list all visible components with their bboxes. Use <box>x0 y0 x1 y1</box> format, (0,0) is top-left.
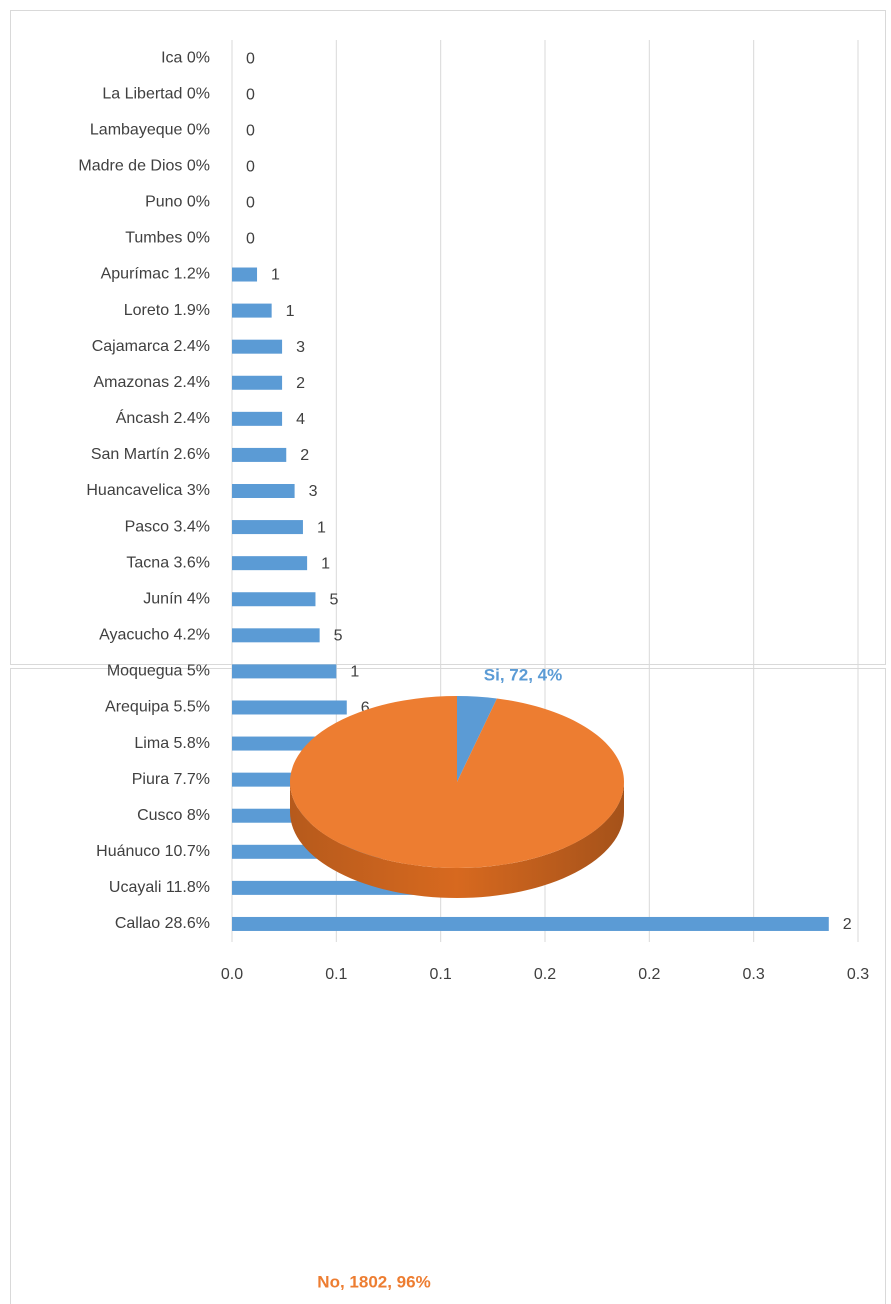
x-tick-label: 0.3 <box>847 966 869 983</box>
category-label: Tumbes 0% <box>125 230 210 247</box>
data-label: 2 <box>843 916 852 933</box>
bar <box>232 916 829 931</box>
x-tick-label: 0.2 <box>534 966 556 983</box>
bar-chart-frame <box>10 10 886 665</box>
bar <box>232 339 283 354</box>
pie-slice <box>290 696 624 868</box>
data-label: 0 <box>246 122 255 139</box>
category-label: Cajamarca 2.4% <box>92 338 210 355</box>
data-label: 1 <box>317 519 326 536</box>
pie-label: Si, 72, 4% <box>484 665 562 684</box>
pie-label: No, 1802, 96% <box>317 1272 430 1291</box>
data-label: 2 <box>296 375 305 392</box>
x-tick-label: 0.1 <box>325 966 347 983</box>
category-label: Apurímac 1.2% <box>101 266 210 283</box>
category-label: Arequipa 5.5% <box>105 699 210 716</box>
pie-rim <box>290 782 624 898</box>
data-label: 0 <box>246 158 255 175</box>
bar <box>232 484 295 498</box>
category-label: Lima 5.8% <box>134 735 210 752</box>
data-label: 3 <box>296 339 305 356</box>
category-label: Huánuco 10.7% <box>96 843 210 860</box>
data-label: 1 <box>271 267 280 284</box>
category-label: Ucayali 11.8% <box>109 879 210 896</box>
category-label: Pasco 3.4% <box>125 518 210 535</box>
x-tick-label: 0.2 <box>638 966 660 983</box>
x-tick-label: 0.3 <box>743 966 765 983</box>
data-label: 0 <box>246 195 255 212</box>
category-label: Ica 0% <box>161 49 210 66</box>
data-label: 5 <box>334 628 343 645</box>
category-label: Puno 0% <box>145 194 210 211</box>
data-label: 5 <box>329 591 338 608</box>
bar <box>232 520 303 535</box>
data-label: 0 <box>246 86 255 103</box>
data-label: 4 <box>296 411 305 428</box>
category-label: Junín 4% <box>143 590 210 607</box>
data-label: 6 <box>361 700 370 717</box>
category-label: Huancavelica 3% <box>86 482 210 499</box>
data-label: 1 <box>321 555 330 572</box>
bar <box>232 447 287 462</box>
pie-slice <box>457 696 497 782</box>
bar <box>232 664 337 679</box>
category-label: La Libertad 0% <box>102 85 210 102</box>
bar <box>232 628 320 643</box>
category-label: Lambayeque 0% <box>90 121 210 138</box>
category-label: Loreto 1.9% <box>124 302 210 319</box>
data-label: 3 <box>309 483 318 500</box>
bar <box>232 375 283 390</box>
category-label: Callao 28.6% <box>115 915 210 932</box>
data-label: 0 <box>246 50 255 67</box>
bar <box>232 700 347 715</box>
category-label: Tacna 3.6% <box>126 554 210 571</box>
x-tick-label: 0.1 <box>430 966 452 983</box>
category-label: Ayacucho 4.2% <box>99 627 210 644</box>
category-label: Piura 7.7% <box>132 771 210 788</box>
data-label: 2 <box>300 447 309 464</box>
category-label: Madre de Dios 0% <box>78 157 210 174</box>
bar <box>232 411 283 426</box>
bar <box>232 592 316 607</box>
category-label: San Martín 2.6% <box>91 446 210 463</box>
category-label: Moquegua 5% <box>107 663 210 680</box>
category-label: Áncash 2.4% <box>116 408 210 427</box>
bar <box>232 303 272 318</box>
data-label: 1 <box>350 664 359 681</box>
x-tick-label: 0.0 <box>221 966 243 983</box>
category-label: Cusco 8% <box>137 807 210 824</box>
data-label: 0 <box>246 231 255 248</box>
bar <box>232 267 258 282</box>
data-label: 1 <box>286 303 295 320</box>
category-label: Amazonas 2.4% <box>93 374 210 391</box>
bar <box>232 556 308 571</box>
